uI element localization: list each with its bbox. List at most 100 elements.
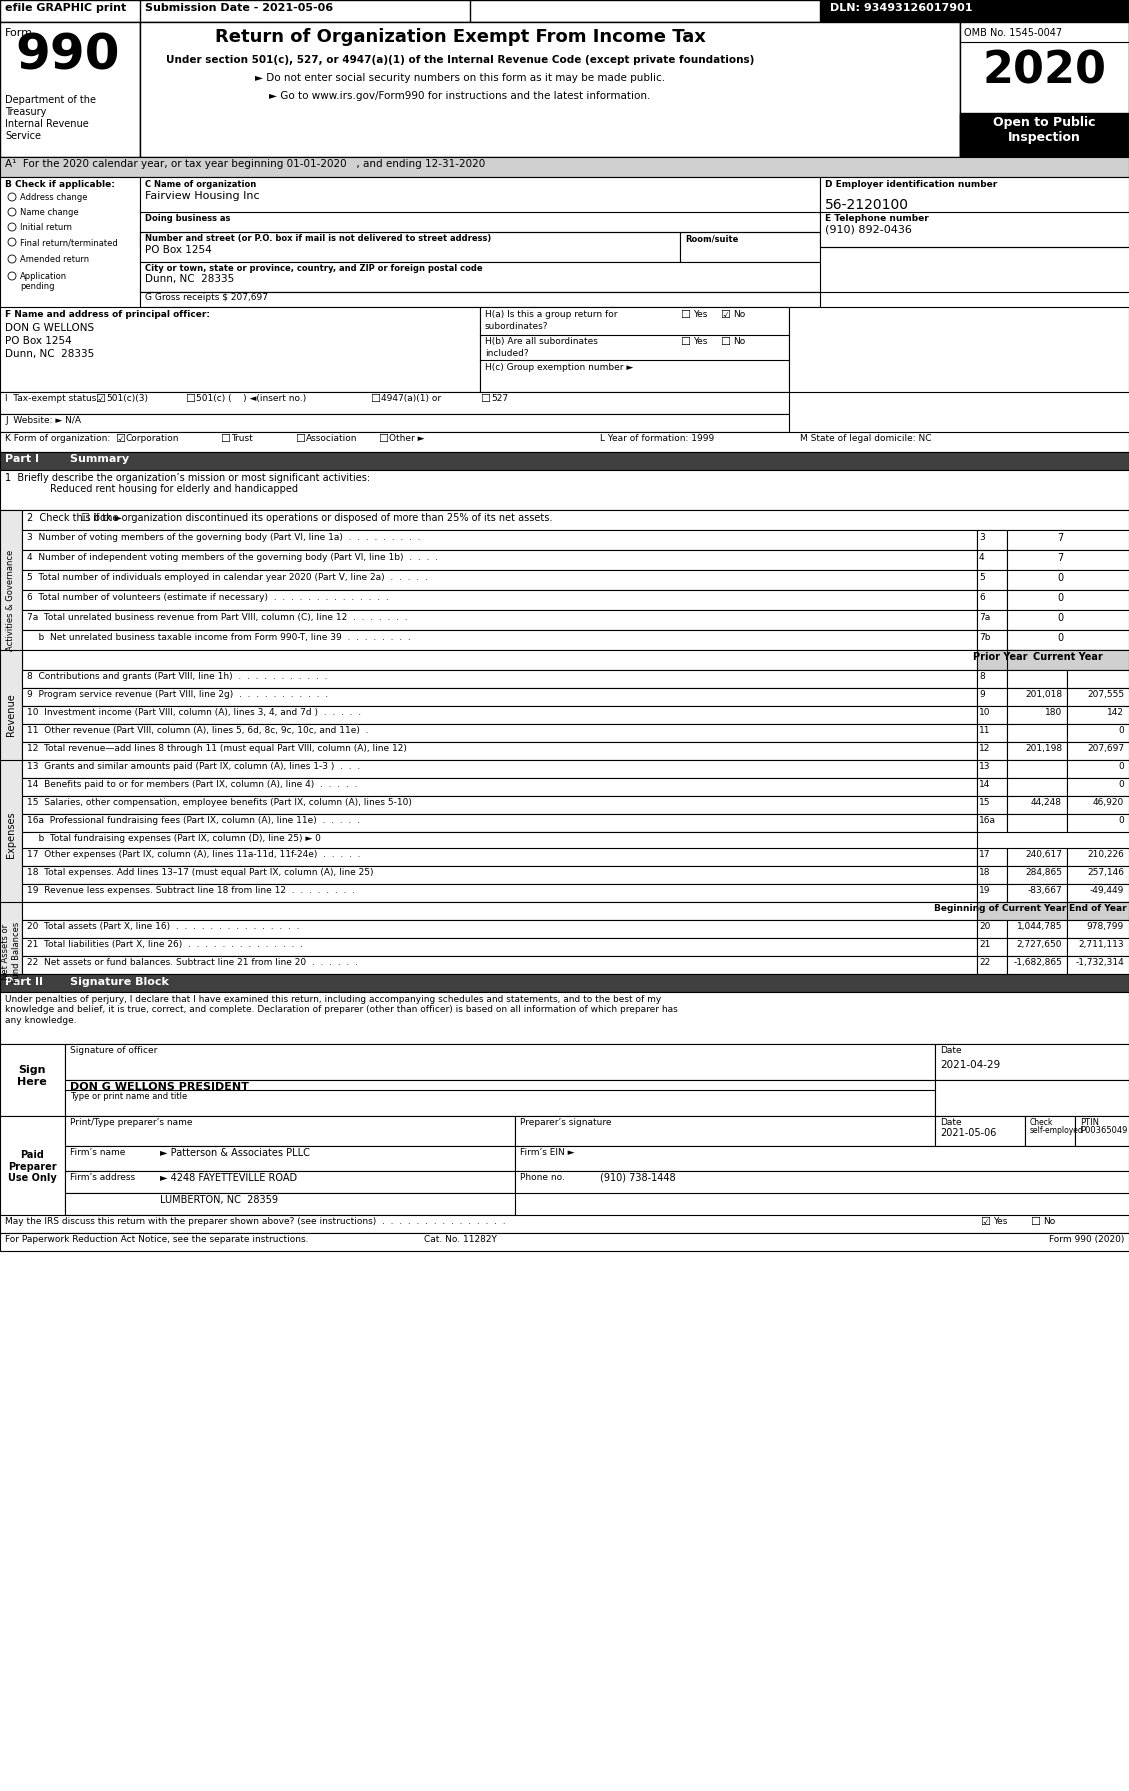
Bar bbox=[1007, 938, 1067, 956]
Text: Fairview Housing Inc: Fairview Housing Inc bbox=[145, 192, 260, 201]
Text: ☑: ☑ bbox=[980, 1218, 990, 1227]
Bar bbox=[1007, 630, 1129, 650]
Text: Prior Year: Prior Year bbox=[973, 652, 1027, 663]
Bar bbox=[977, 530, 1007, 550]
Text: Other ►: Other ► bbox=[390, 433, 425, 442]
Text: Form: Form bbox=[5, 29, 33, 38]
Bar bbox=[977, 724, 1007, 741]
Bar bbox=[1007, 813, 1067, 833]
Text: 2021-05-06: 2021-05-06 bbox=[940, 1128, 997, 1137]
Text: Final return/terminated: Final return/terminated bbox=[20, 238, 117, 247]
Text: 6  Total number of volunteers (estimate if necessary)  .  .  .  .  .  .  .  .  .: 6 Total number of volunteers (estimate i… bbox=[27, 593, 388, 602]
Text: 10: 10 bbox=[979, 707, 990, 716]
Text: 207,555: 207,555 bbox=[1087, 690, 1124, 698]
Bar bbox=[1007, 741, 1067, 759]
Bar bbox=[977, 706, 1007, 724]
Text: 14: 14 bbox=[979, 781, 990, 790]
Bar bbox=[977, 550, 1007, 570]
Text: 5: 5 bbox=[979, 573, 984, 582]
Text: Service: Service bbox=[5, 131, 41, 141]
Text: ☐: ☐ bbox=[1030, 1218, 1040, 1227]
Bar bbox=[21, 630, 977, 650]
Bar bbox=[1067, 741, 1129, 759]
Bar bbox=[1067, 885, 1129, 903]
Bar bbox=[977, 650, 1129, 670]
Bar bbox=[977, 813, 1007, 833]
Text: M State of legal domicile: NC: M State of legal domicile: NC bbox=[800, 433, 931, 442]
Text: Activities & Governance: Activities & Governance bbox=[7, 550, 16, 650]
Text: No: No bbox=[733, 310, 745, 319]
Bar bbox=[21, 885, 977, 903]
Text: DLN: 93493126017901: DLN: 93493126017901 bbox=[830, 4, 972, 13]
Bar bbox=[1067, 903, 1129, 921]
Bar bbox=[21, 530, 977, 550]
Bar bbox=[935, 1044, 1129, 1080]
Bar bbox=[21, 956, 977, 974]
Bar bbox=[515, 1171, 1129, 1193]
Bar bbox=[977, 777, 1007, 795]
Text: 13: 13 bbox=[979, 761, 990, 770]
Bar bbox=[0, 650, 21, 781]
Bar bbox=[1067, 956, 1129, 974]
Bar bbox=[140, 233, 680, 261]
Text: -1,732,314: -1,732,314 bbox=[1075, 958, 1124, 967]
Text: Date: Date bbox=[940, 1118, 962, 1127]
Bar bbox=[1007, 688, 1067, 706]
Text: 9: 9 bbox=[979, 690, 984, 698]
Text: Form 990 (2020): Form 990 (2020) bbox=[1049, 1236, 1124, 1245]
Bar bbox=[0, 510, 21, 690]
Bar bbox=[1067, 777, 1129, 795]
Bar bbox=[65, 1171, 515, 1193]
Text: Association: Association bbox=[306, 433, 358, 442]
Text: ☐: ☐ bbox=[680, 310, 690, 321]
Text: Room/suite: Room/suite bbox=[685, 235, 738, 244]
Text: D Employer identification number: D Employer identification number bbox=[825, 181, 997, 190]
Text: (910) 738-1448: (910) 738-1448 bbox=[599, 1173, 675, 1184]
Text: E Telephone number: E Telephone number bbox=[825, 213, 929, 224]
Text: No: No bbox=[733, 337, 745, 346]
Bar bbox=[977, 847, 1007, 867]
Bar bbox=[515, 1116, 935, 1146]
Text: 6: 6 bbox=[979, 593, 984, 602]
Bar bbox=[1007, 650, 1129, 670]
Text: 11: 11 bbox=[979, 725, 990, 734]
Text: 10  Investment income (Part VIII, column (A), lines 3, 4, and 7d )  .  .  .  .  : 10 Investment income (Part VIII, column … bbox=[27, 707, 361, 716]
Text: Treasury: Treasury bbox=[5, 107, 46, 116]
Text: Under section 501(c), 527, or 4947(a)(1) of the Internal Revenue Code (except pr: Under section 501(c), 527, or 4947(a)(1)… bbox=[166, 56, 754, 64]
Text: Cat. No. 11282Y: Cat. No. 11282Y bbox=[423, 1236, 497, 1245]
Bar bbox=[21, 741, 977, 759]
Text: L Year of formation: 1999: L Year of formation: 1999 bbox=[599, 433, 715, 442]
Text: 3: 3 bbox=[979, 534, 984, 543]
Bar bbox=[1067, 813, 1129, 833]
Text: 3  Number of voting members of the governing body (Part VI, line 1a)  .  .  .  .: 3 Number of voting members of the govern… bbox=[27, 534, 420, 543]
Bar bbox=[1025, 1116, 1075, 1146]
Text: 21  Total liabilities (Part X, line 26)  .  .  .  .  .  .  .  .  .  .  .  .  .  : 21 Total liabilities (Part X, line 26) .… bbox=[27, 940, 303, 949]
Text: Beginning of Current Year: Beginning of Current Year bbox=[934, 904, 1066, 913]
Bar bbox=[21, 589, 977, 611]
Text: 15: 15 bbox=[979, 799, 990, 808]
Bar bbox=[977, 956, 1007, 974]
Circle shape bbox=[8, 208, 16, 217]
Bar bbox=[960, 113, 1129, 158]
Bar bbox=[21, 813, 977, 833]
Bar bbox=[1067, 921, 1129, 938]
Bar bbox=[0, 1232, 1129, 1250]
Text: F Name and address of principal officer:: F Name and address of principal officer: bbox=[5, 310, 210, 319]
Bar bbox=[140, 177, 820, 247]
Bar bbox=[21, 903, 977, 921]
Bar bbox=[977, 867, 1007, 885]
Text: OMB No. 1545-0047: OMB No. 1545-0047 bbox=[964, 29, 1062, 38]
Text: 240,617: 240,617 bbox=[1025, 851, 1062, 860]
Bar bbox=[1067, 795, 1129, 813]
Bar bbox=[977, 903, 1129, 921]
Text: Part II       Signature Block: Part II Signature Block bbox=[5, 978, 169, 987]
Text: H(a) Is this a group return for: H(a) Is this a group return for bbox=[485, 310, 618, 319]
Bar bbox=[1067, 688, 1129, 706]
Text: 2  Check this box ►: 2 Check this box ► bbox=[27, 512, 122, 523]
Text: 0: 0 bbox=[1118, 725, 1124, 734]
Text: Name change: Name change bbox=[20, 208, 79, 217]
Text: ☑: ☑ bbox=[95, 394, 105, 405]
Text: ☑: ☑ bbox=[115, 433, 125, 444]
Bar bbox=[1007, 867, 1067, 885]
Text: Initial return: Initial return bbox=[20, 224, 72, 233]
